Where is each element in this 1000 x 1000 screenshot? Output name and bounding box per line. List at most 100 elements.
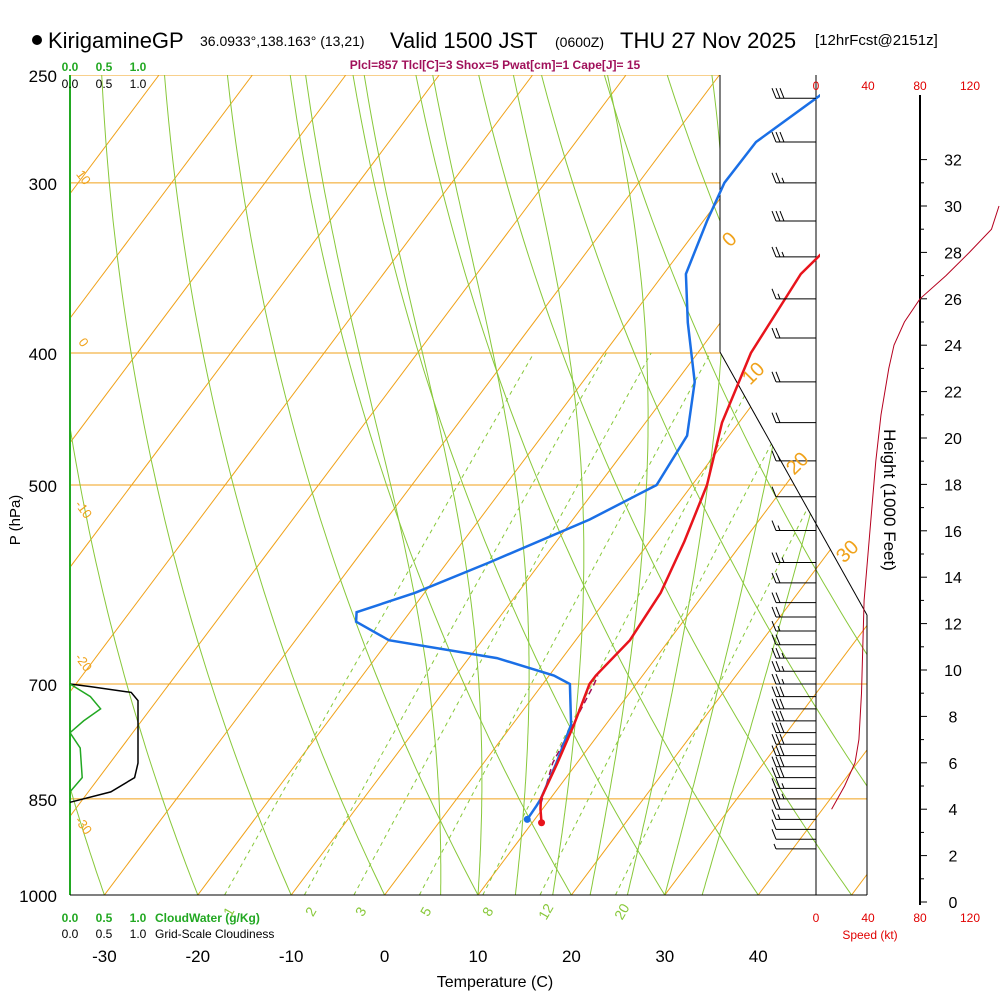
- wind-barb-flag: [775, 788, 781, 800]
- mixing-ratio-line: [353, 352, 652, 895]
- wind-barb-flag: [779, 131, 785, 143]
- height-tick-label: 14: [944, 570, 962, 587]
- wind-barb-flag: [771, 686, 777, 697]
- mixing-ratio-label: 20: [611, 901, 633, 923]
- wind-barb-flag: [775, 734, 781, 745]
- wind-barb-flag: [775, 799, 781, 810]
- wind-barb: [771, 661, 816, 672]
- wind-barb-flag: [771, 210, 777, 222]
- wind-barb-flag: [779, 698, 785, 710]
- wind-barb: [771, 210, 816, 222]
- pressure-tick-label: 700: [29, 676, 57, 695]
- wind-barb-half-flag: [777, 814, 781, 820]
- valid-date: THU 27 Nov 2025: [620, 28, 797, 53]
- wind-barb-half-flag: [777, 625, 781, 632]
- speed-axis-title: Speed (kt): [842, 928, 897, 942]
- wind-barb-flag: [775, 647, 781, 659]
- wind-barb-flag: [771, 710, 777, 722]
- wind-barb-flag: [771, 647, 777, 659]
- height-tick-label: 30: [944, 199, 962, 216]
- wind-barb: [771, 734, 816, 745]
- wind-barb: [771, 572, 816, 584]
- wind-barb: [771, 647, 816, 659]
- wind-barb: [771, 756, 816, 768]
- wind-barb-half-flag: [781, 666, 785, 672]
- wind-barb: [771, 686, 816, 698]
- wind-barb: [771, 710, 816, 722]
- cloudwater-scale-label-top: 1.0: [130, 60, 147, 74]
- dry-adiabat-line: [100, 75, 292, 895]
- wind-barb-half-flag: [781, 251, 785, 258]
- wind-barb-flag: [775, 327, 781, 339]
- dry-adiabat-line: [845, 75, 867, 895]
- wind-barb-flag: [779, 767, 785, 778]
- station-coordinates: 36.0933°,138.163° (13,21): [200, 33, 365, 49]
- wind-barb-flag: [771, 412, 777, 423]
- wind-barb-flag: [775, 412, 781, 423]
- stability-indices: Plcl=857 Tlcl[C]=3 Shox=5 Pwat[cm]=1 Cap…: [349, 58, 641, 72]
- temperature-tick-label: -20: [186, 947, 211, 966]
- valid-time-utc: (0600Z): [555, 34, 605, 50]
- isotherm-line: [70, 75, 347, 895]
- wind-barb-flag: [771, 778, 777, 789]
- dry-adiabat-line: [348, 75, 666, 895]
- pressure-tick-label: 400: [29, 345, 57, 364]
- surface-dewpoint-point: [523, 815, 531, 823]
- wind-barb: [771, 552, 816, 564]
- dry-adiabat-line: [70, 75, 105, 895]
- wind-barb-half-flag: [777, 525, 781, 531]
- temperature-tick-label: 30: [655, 947, 674, 966]
- wind-barb: [771, 88, 816, 99]
- isotherm-label: -30: [72, 813, 95, 837]
- wind-barb: [771, 673, 816, 685]
- wind-barb: [771, 412, 816, 424]
- height-tick-label: 10: [944, 663, 962, 680]
- speed-tick-label-top: 80: [913, 79, 927, 93]
- cloudwater-scale-label-top: 0.0: [62, 60, 79, 74]
- wind-barb: [771, 767, 816, 779]
- wind-barb-flag: [775, 572, 781, 584]
- cloudiness-scale-label-top: 1.0: [130, 77, 147, 91]
- wind-barb-flag: [775, 88, 781, 99]
- cloudiness-axis-title: Grid-Scale Cloudiness: [155, 927, 274, 941]
- wind-barb-flag: [771, 661, 777, 672]
- height-tick-label: 20: [944, 431, 962, 448]
- station-bullet-icon: [32, 35, 42, 45]
- wind-barb-flag: [771, 131, 777, 143]
- height-tick-label: 6: [949, 756, 958, 773]
- wind-barb-flag: [779, 710, 785, 722]
- wind-barb-flag: [775, 552, 781, 563]
- wind-barb-half-flag: [773, 843, 777, 850]
- wind-barb-flag: [771, 450, 777, 462]
- height-tick-label: 24: [944, 338, 962, 355]
- cloudwater-scale-label-bottom: 1.0: [130, 911, 147, 925]
- dry-adiabat-line: [970, 51, 1000, 895]
- dry-adiabat-line: [534, 75, 867, 895]
- cloudiness-scale-label-top: 0.0: [62, 77, 79, 91]
- cloudwater-profile: [69, 683, 102, 793]
- wind-barb: [771, 486, 816, 498]
- wind-barb-half-flag: [777, 293, 781, 300]
- adiabat-label: 0: [718, 228, 741, 251]
- moist-adiabat-line: [305, 75, 442, 895]
- isotherm-line: [104, 75, 720, 895]
- wind-barb: [771, 722, 816, 734]
- wind-barb: [771, 450, 816, 462]
- speed-tick-label-bottom: 0: [813, 911, 820, 925]
- speed-tick-label-top: 0: [813, 79, 820, 93]
- adiabat-label: 10: [738, 358, 769, 389]
- pressure-tick-label: 1000: [19, 887, 57, 906]
- surface-temperature-point: [538, 819, 546, 827]
- moist-adiabat-line: [363, 75, 483, 895]
- wind-barb-half-flag: [781, 783, 785, 789]
- wind-barb-flag: [771, 809, 777, 820]
- wind-barb-flag: [779, 745, 785, 756]
- adiabat-label: 30: [832, 536, 863, 567]
- wind-barb: [771, 698, 816, 710]
- wind-barb: [771, 829, 816, 840]
- mixing-ratio-label: 2: [302, 904, 320, 919]
- height-tick-label: 18: [944, 477, 962, 494]
- mixing-ratio-label: 3: [352, 904, 370, 919]
- wind-barb-flag: [771, 246, 777, 258]
- height-tick-label: 4: [949, 802, 958, 819]
